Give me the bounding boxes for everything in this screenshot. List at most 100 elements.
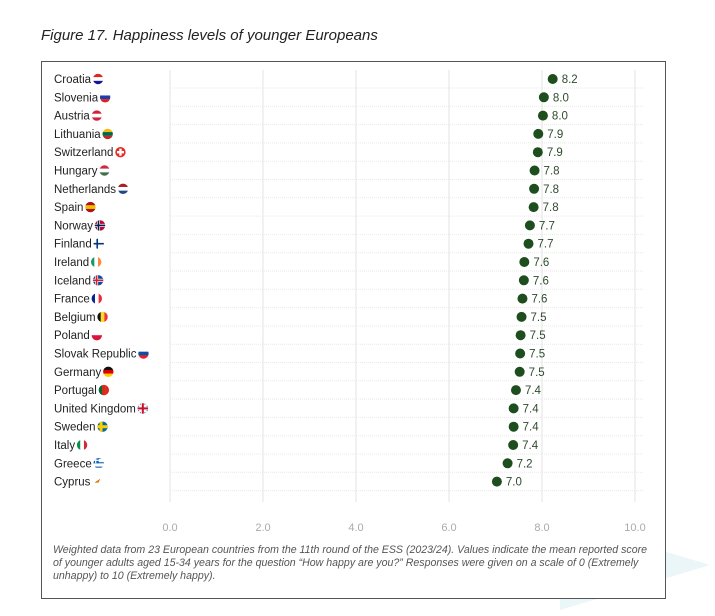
- country-flags: [76, 73, 149, 487]
- hungary-flag-icon: [99, 165, 110, 176]
- data-label: 7.6: [533, 275, 549, 287]
- data-points: [491, 74, 558, 487]
- data-label: 8.0: [552, 111, 568, 123]
- spain-flag-icon: [85, 201, 96, 213]
- country-label: Slovak Republic: [54, 349, 137, 361]
- figure-note: Weighted data from 23 European countries…: [53, 544, 647, 582]
- data-label: 7.2: [517, 458, 533, 470]
- row-guides: [170, 87, 643, 492]
- data-point: [491, 476, 502, 487]
- data-point: [519, 257, 530, 267]
- gridlines: [169, 70, 636, 502]
- data-point: [532, 147, 543, 158]
- country-label: Italy: [54, 440, 75, 452]
- country-label: Netherlands: [54, 184, 116, 196]
- data-point: [547, 74, 558, 84]
- data-point: [508, 440, 519, 450]
- data-point: [508, 403, 519, 414]
- x-tick-label: 4.0: [348, 522, 363, 534]
- country-label: Slovenia: [54, 92, 99, 104]
- data-point: [537, 110, 548, 121]
- austria-flag-icon: [91, 110, 102, 121]
- data-point: [524, 220, 535, 231]
- data-point: [517, 293, 528, 304]
- country-label: France: [54, 294, 90, 306]
- country-label: Germany: [54, 367, 102, 379]
- croatia-flag-icon: [92, 73, 104, 85]
- iceland-flag-icon: [92, 275, 104, 286]
- data-point: [510, 385, 521, 396]
- data-label: 7.6: [533, 257, 549, 269]
- data-point: [516, 311, 527, 322]
- country-label: Poland: [54, 330, 90, 342]
- data-label: 7.6: [531, 294, 547, 306]
- country-label: Ireland: [54, 257, 89, 269]
- data-point: [508, 421, 519, 432]
- x-tick-label: 6.0: [441, 522, 456, 534]
- italy-flag-icon: [76, 439, 88, 451]
- poland-flag-icon: [91, 330, 103, 341]
- country-label: Spain: [54, 202, 83, 214]
- portugal-flag-icon: [98, 384, 110, 396]
- country-label: Greece: [54, 458, 92, 470]
- germany-flag-icon: [103, 366, 114, 377]
- data-label: 7.7: [539, 220, 555, 232]
- data-point: [515, 348, 526, 359]
- country-label: Cyprus: [54, 477, 91, 489]
- data-label: 7.5: [529, 349, 545, 361]
- country-label: United Kingdom: [54, 403, 136, 415]
- data-label: 7.4: [523, 403, 540, 415]
- data-label: 7.7: [538, 239, 554, 251]
- slovakia-flag-icon: [138, 348, 149, 359]
- x-tick-label: 8.0: [534, 522, 549, 534]
- data-label: 7.5: [531, 312, 547, 324]
- country-label: Norway: [54, 220, 93, 232]
- data-point: [528, 202, 539, 213]
- data-point: [529, 165, 540, 176]
- data-label: 7.4: [523, 422, 540, 434]
- belgium-flag-icon: [97, 311, 108, 323]
- switzerland-flag-icon: [115, 147, 126, 158]
- data-point: [502, 458, 513, 469]
- country-label: Sweden: [54, 422, 96, 434]
- country-label: Portugal: [54, 385, 97, 397]
- country-label: Austria: [54, 111, 90, 123]
- data-point: [518, 275, 529, 286]
- united-kingdom-flag-icon: [137, 403, 149, 414]
- x-tick-label: 10.0: [624, 522, 645, 534]
- data-label: 7.0: [506, 477, 522, 489]
- data-label: 7.4: [522, 440, 539, 452]
- data-label: 7.4: [525, 385, 542, 397]
- country-label: Hungary: [54, 166, 98, 178]
- data-point: [523, 238, 534, 249]
- data-point: [538, 92, 549, 103]
- data-labels: 8.2 8.0 8.0 7.9 7.9 7.8 7.8 7.8 7.7 7.7 7.6 7.6 7.6 7…: [506, 74, 578, 489]
- data-label: 7.8: [543, 184, 559, 196]
- finland-flag-icon: [93, 238, 104, 249]
- data-label: 8.2: [562, 74, 578, 86]
- data-point: [515, 330, 526, 341]
- country-label: Belgium: [54, 312, 96, 324]
- ireland-flag-icon: [90, 256, 102, 268]
- france-flag-icon: [91, 293, 102, 304]
- netherlands-flag-icon: [117, 183, 129, 195]
- figure-title: Figure 17. Happiness levels of younger E…: [41, 27, 378, 44]
- slovenia-flag-icon: [99, 92, 111, 103]
- country-label: Switzerland: [54, 147, 113, 159]
- greece-flag-icon: [93, 458, 104, 468]
- country-label: Iceland: [54, 275, 91, 287]
- data-point: [529, 183, 540, 194]
- norway-flag-icon: [94, 220, 106, 231]
- sweden-flag-icon: [97, 421, 108, 432]
- data-label: 7.9: [547, 147, 563, 159]
- data-point: [514, 366, 525, 377]
- country-label: Finland: [54, 239, 92, 251]
- lithuania-flag-icon: [102, 128, 113, 140]
- data-label: 7.8: [543, 202, 559, 214]
- x-axis-ticks: 0.0 2.0 4.0 6.0 8.0 10.0: [162, 522, 645, 534]
- country-label: Croatia: [54, 74, 92, 86]
- data-label: 7.5: [530, 330, 546, 342]
- data-label: 7.5: [529, 367, 545, 379]
- data-label: 7.8: [544, 166, 560, 178]
